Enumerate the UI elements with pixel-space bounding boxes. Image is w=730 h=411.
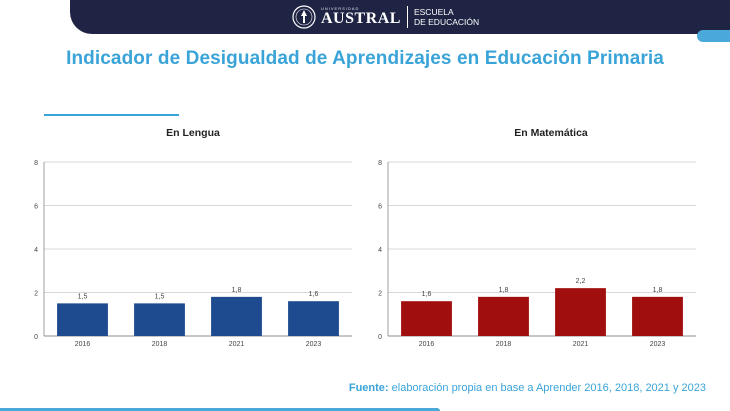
y-tick-label: 6 — [34, 204, 38, 211]
school-line-2: DE EDUCACIÓN — [413, 17, 480, 27]
accent-tab — [697, 30, 730, 42]
y-tick-label: 8 — [34, 160, 38, 167]
page-title: Indicador de Desigualdad de Aprendizajes… — [66, 48, 664, 69]
source-note: Fuente: elaboración propia en base a Apr… — [349, 382, 706, 394]
bar — [632, 296, 683, 336]
data-label: 1,8 — [232, 287, 242, 294]
x-tick-label: 2021 — [573, 341, 589, 348]
y-tick-label: 8 — [378, 160, 382, 167]
chart-title-lengua: En Lengua — [166, 127, 220, 139]
chart-title-matematica: En Matemática — [514, 127, 588, 139]
source-label: Fuente: — [348, 382, 389, 394]
bar — [288, 301, 339, 336]
bar — [401, 301, 452, 336]
logo-divider — [406, 6, 408, 28]
y-tick-label: 4 — [34, 247, 38, 254]
university-logo: UNIVERSIDAD AUSTRAL ESCUELA DE EDUCACIÓN — [292, 3, 479, 31]
x-tick-label: 2023 — [650, 341, 666, 348]
bar — [478, 296, 529, 336]
source-text: elaboración propia en base a Aprender 20… — [388, 382, 706, 394]
university-name: AUSTRAL — [321, 10, 401, 27]
x-tick-label: 2018 — [496, 341, 512, 348]
x-tick-label: 2023 — [306, 341, 322, 348]
y-tick-label: 2 — [378, 291, 382, 298]
x-tick-label: 2016 — [75, 341, 91, 348]
data-label: 1,6 — [422, 291, 432, 298]
data-label: 1,6 — [309, 291, 319, 298]
x-tick-label: 2021 — [229, 341, 245, 348]
school-line-1: ESCUELA — [413, 6, 454, 17]
data-label: 1,8 — [499, 287, 509, 294]
x-tick-label: 2016 — [419, 341, 435, 348]
data-label: 1,8 — [653, 287, 663, 294]
y-tick-label: 6 — [378, 204, 382, 211]
y-tick-label: 0 — [378, 334, 382, 341]
lengua-bar-chart: 0 2 4 6 8 1,5 2016 1,5 2018 1,8 2021 1,6 2023 — [34, 160, 352, 348]
x-tick-label: 2018 — [152, 341, 168, 348]
bar — [57, 303, 108, 336]
bar — [555, 288, 606, 336]
y-tick-label: 4 — [378, 247, 382, 254]
data-label: 1,5 — [155, 293, 165, 300]
bottom-accent-line — [0, 408, 440, 411]
matematica-bar-chart: 0 2 4 6 8 1,6 2016 1,8 2018 2,2 2021 1,8 2023 — [378, 160, 696, 348]
university-small-label: UNIVERSIDAD — [321, 6, 360, 11]
data-label: 2,2 — [576, 278, 586, 285]
bar — [211, 296, 262, 336]
university-seal-icon — [292, 5, 316, 29]
header-bar: UNIVERSIDAD AUSTRAL ESCUELA DE EDUCACIÓN — [70, 0, 730, 34]
y-tick-label: 0 — [34, 334, 38, 341]
title-underline — [44, 114, 179, 116]
y-tick-label: 2 — [34, 291, 38, 298]
data-label: 1,5 — [78, 293, 88, 300]
bar — [134, 303, 185, 336]
